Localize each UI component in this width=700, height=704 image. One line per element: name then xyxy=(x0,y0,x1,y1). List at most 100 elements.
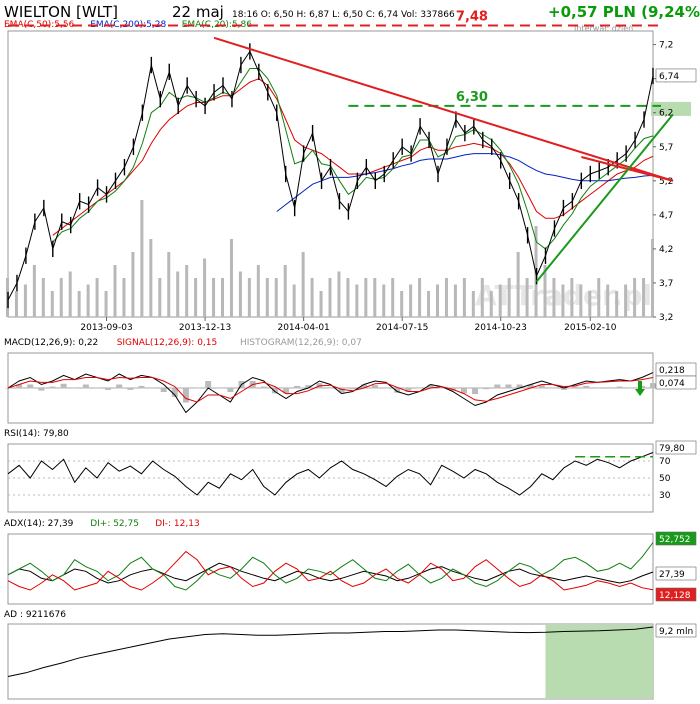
histogram-bar xyxy=(138,385,145,389)
x-tick-label: 2013-09-03 xyxy=(80,323,132,333)
y-tick-label: 5,7 xyxy=(659,143,673,153)
rsi-line xyxy=(7,452,654,496)
volume-bar xyxy=(427,291,431,317)
volume-bar xyxy=(292,284,296,317)
signal-line xyxy=(7,376,654,403)
di-plus-value-tag: 52,752 xyxy=(659,535,691,545)
histogram-bar xyxy=(583,385,590,389)
volume-bar xyxy=(319,291,323,317)
histogram-bar xyxy=(650,383,656,389)
volume-bar xyxy=(642,278,646,317)
legend-entry: MACD(12,26,9): 0,22 xyxy=(4,338,98,348)
volume-bar xyxy=(265,278,269,317)
histogram-bar xyxy=(116,384,123,389)
volume-bar xyxy=(77,291,81,317)
histogram-bar xyxy=(149,388,156,389)
last-price-tag-box xyxy=(655,68,697,83)
volume-bar xyxy=(507,278,511,317)
histogram-bar xyxy=(383,387,390,389)
histogram-bar xyxy=(483,388,490,390)
histogram-bar xyxy=(505,384,512,389)
volume-bar xyxy=(597,278,601,317)
volume-bar xyxy=(59,278,63,317)
histogram-bar xyxy=(194,388,201,389)
histogram-bar xyxy=(16,384,23,389)
ticker-title: WIELTON [WLT] xyxy=(4,3,118,21)
volume-bar xyxy=(373,278,377,317)
series-line xyxy=(52,68,654,250)
histogram-bar xyxy=(405,388,412,392)
adx-series-line xyxy=(7,550,654,591)
series-line xyxy=(52,78,654,236)
histogram-bar xyxy=(93,388,100,389)
histogram-bar xyxy=(105,388,112,390)
interval-label: Interwał: dzień xyxy=(574,24,633,33)
ad-value-tag: 9,2 mln xyxy=(659,627,693,637)
volume-bar xyxy=(624,284,628,317)
volume-bar xyxy=(32,265,36,317)
histogram-bar xyxy=(338,388,345,393)
histogram-bar xyxy=(394,388,401,393)
histogram-bar xyxy=(127,388,134,390)
histogram-bar xyxy=(60,383,67,389)
histogram-bar xyxy=(205,381,212,389)
volume-bar xyxy=(283,265,287,317)
adx-legend: ADX(14): 27,39 DI+: 52,75 DI-: 12,13 xyxy=(4,519,200,529)
histogram-bar xyxy=(216,388,223,389)
volume-bar xyxy=(256,265,260,317)
y-tick-label: 6,2 xyxy=(659,109,673,119)
histogram-bar xyxy=(427,384,434,389)
y-tick-label: 7,2 xyxy=(659,41,673,51)
volume-bar xyxy=(113,265,117,317)
histogram-bar xyxy=(260,386,267,389)
volume-bar xyxy=(104,291,108,317)
signal-value-tag-box xyxy=(655,375,697,390)
ad-line xyxy=(7,626,654,677)
level-label: 7,48 xyxy=(456,10,488,25)
volume-bar xyxy=(247,278,251,317)
y-tick-label: 4,2 xyxy=(659,245,673,255)
volume-bar xyxy=(444,278,448,317)
volume-bar xyxy=(588,291,592,317)
volume-bar xyxy=(346,278,350,317)
di-minus-value-tag-box xyxy=(655,587,697,602)
last-price-tag: 6,74 xyxy=(659,72,679,82)
volume-bar xyxy=(364,278,368,317)
legend-entry: HISTOGRAM(12,26,9): 0,07 xyxy=(240,338,362,348)
histogram-bar xyxy=(327,387,334,389)
legend-entry: RSI(14): 79,80 xyxy=(4,429,69,439)
volume-bar xyxy=(167,252,171,317)
trendline xyxy=(535,113,674,283)
volume-bar xyxy=(543,265,547,317)
volume-bar xyxy=(149,239,153,317)
volume-bar xyxy=(355,284,359,317)
y-tick-label: 3,2 xyxy=(659,313,673,323)
volume-bar xyxy=(436,284,439,317)
di-plus-value-tag-box xyxy=(655,531,697,546)
histogram-bar xyxy=(416,388,423,389)
x-tick-label: 2014-10-23 xyxy=(475,323,527,333)
legend-entry: ADX(14): 27,39 xyxy=(4,519,74,529)
x-tick-label: 2014-04-01 xyxy=(277,323,329,333)
rsi-panel xyxy=(7,443,654,513)
legend-entry: EMA(C,50):5,56 xyxy=(4,20,75,30)
histogram-bar xyxy=(271,388,278,394)
date-label: 22 maj xyxy=(172,3,224,21)
y-tick-label: 4,7 xyxy=(659,211,673,221)
volume-bar xyxy=(337,271,341,317)
level-label: 6,30 xyxy=(456,90,488,105)
histogram-bar xyxy=(27,384,34,389)
signal-value-tag: 0,074 xyxy=(659,379,685,389)
ad-value-tag-box xyxy=(655,623,697,638)
volume-bar xyxy=(328,278,332,317)
chart-marks: 7,26,76,25,75,24,74,23,73,22013-09-03201… xyxy=(5,10,697,698)
histogram-bar xyxy=(227,388,234,392)
rsi-value-tag-box xyxy=(655,440,697,455)
macd-line xyxy=(7,372,654,414)
volume-bar xyxy=(41,278,45,317)
trendline xyxy=(581,156,674,182)
histogram-bar xyxy=(283,388,290,394)
x-tick-label: 2015-02-10 xyxy=(564,323,617,333)
buy-arrow-icon xyxy=(635,381,645,396)
volume-bar xyxy=(409,284,413,317)
